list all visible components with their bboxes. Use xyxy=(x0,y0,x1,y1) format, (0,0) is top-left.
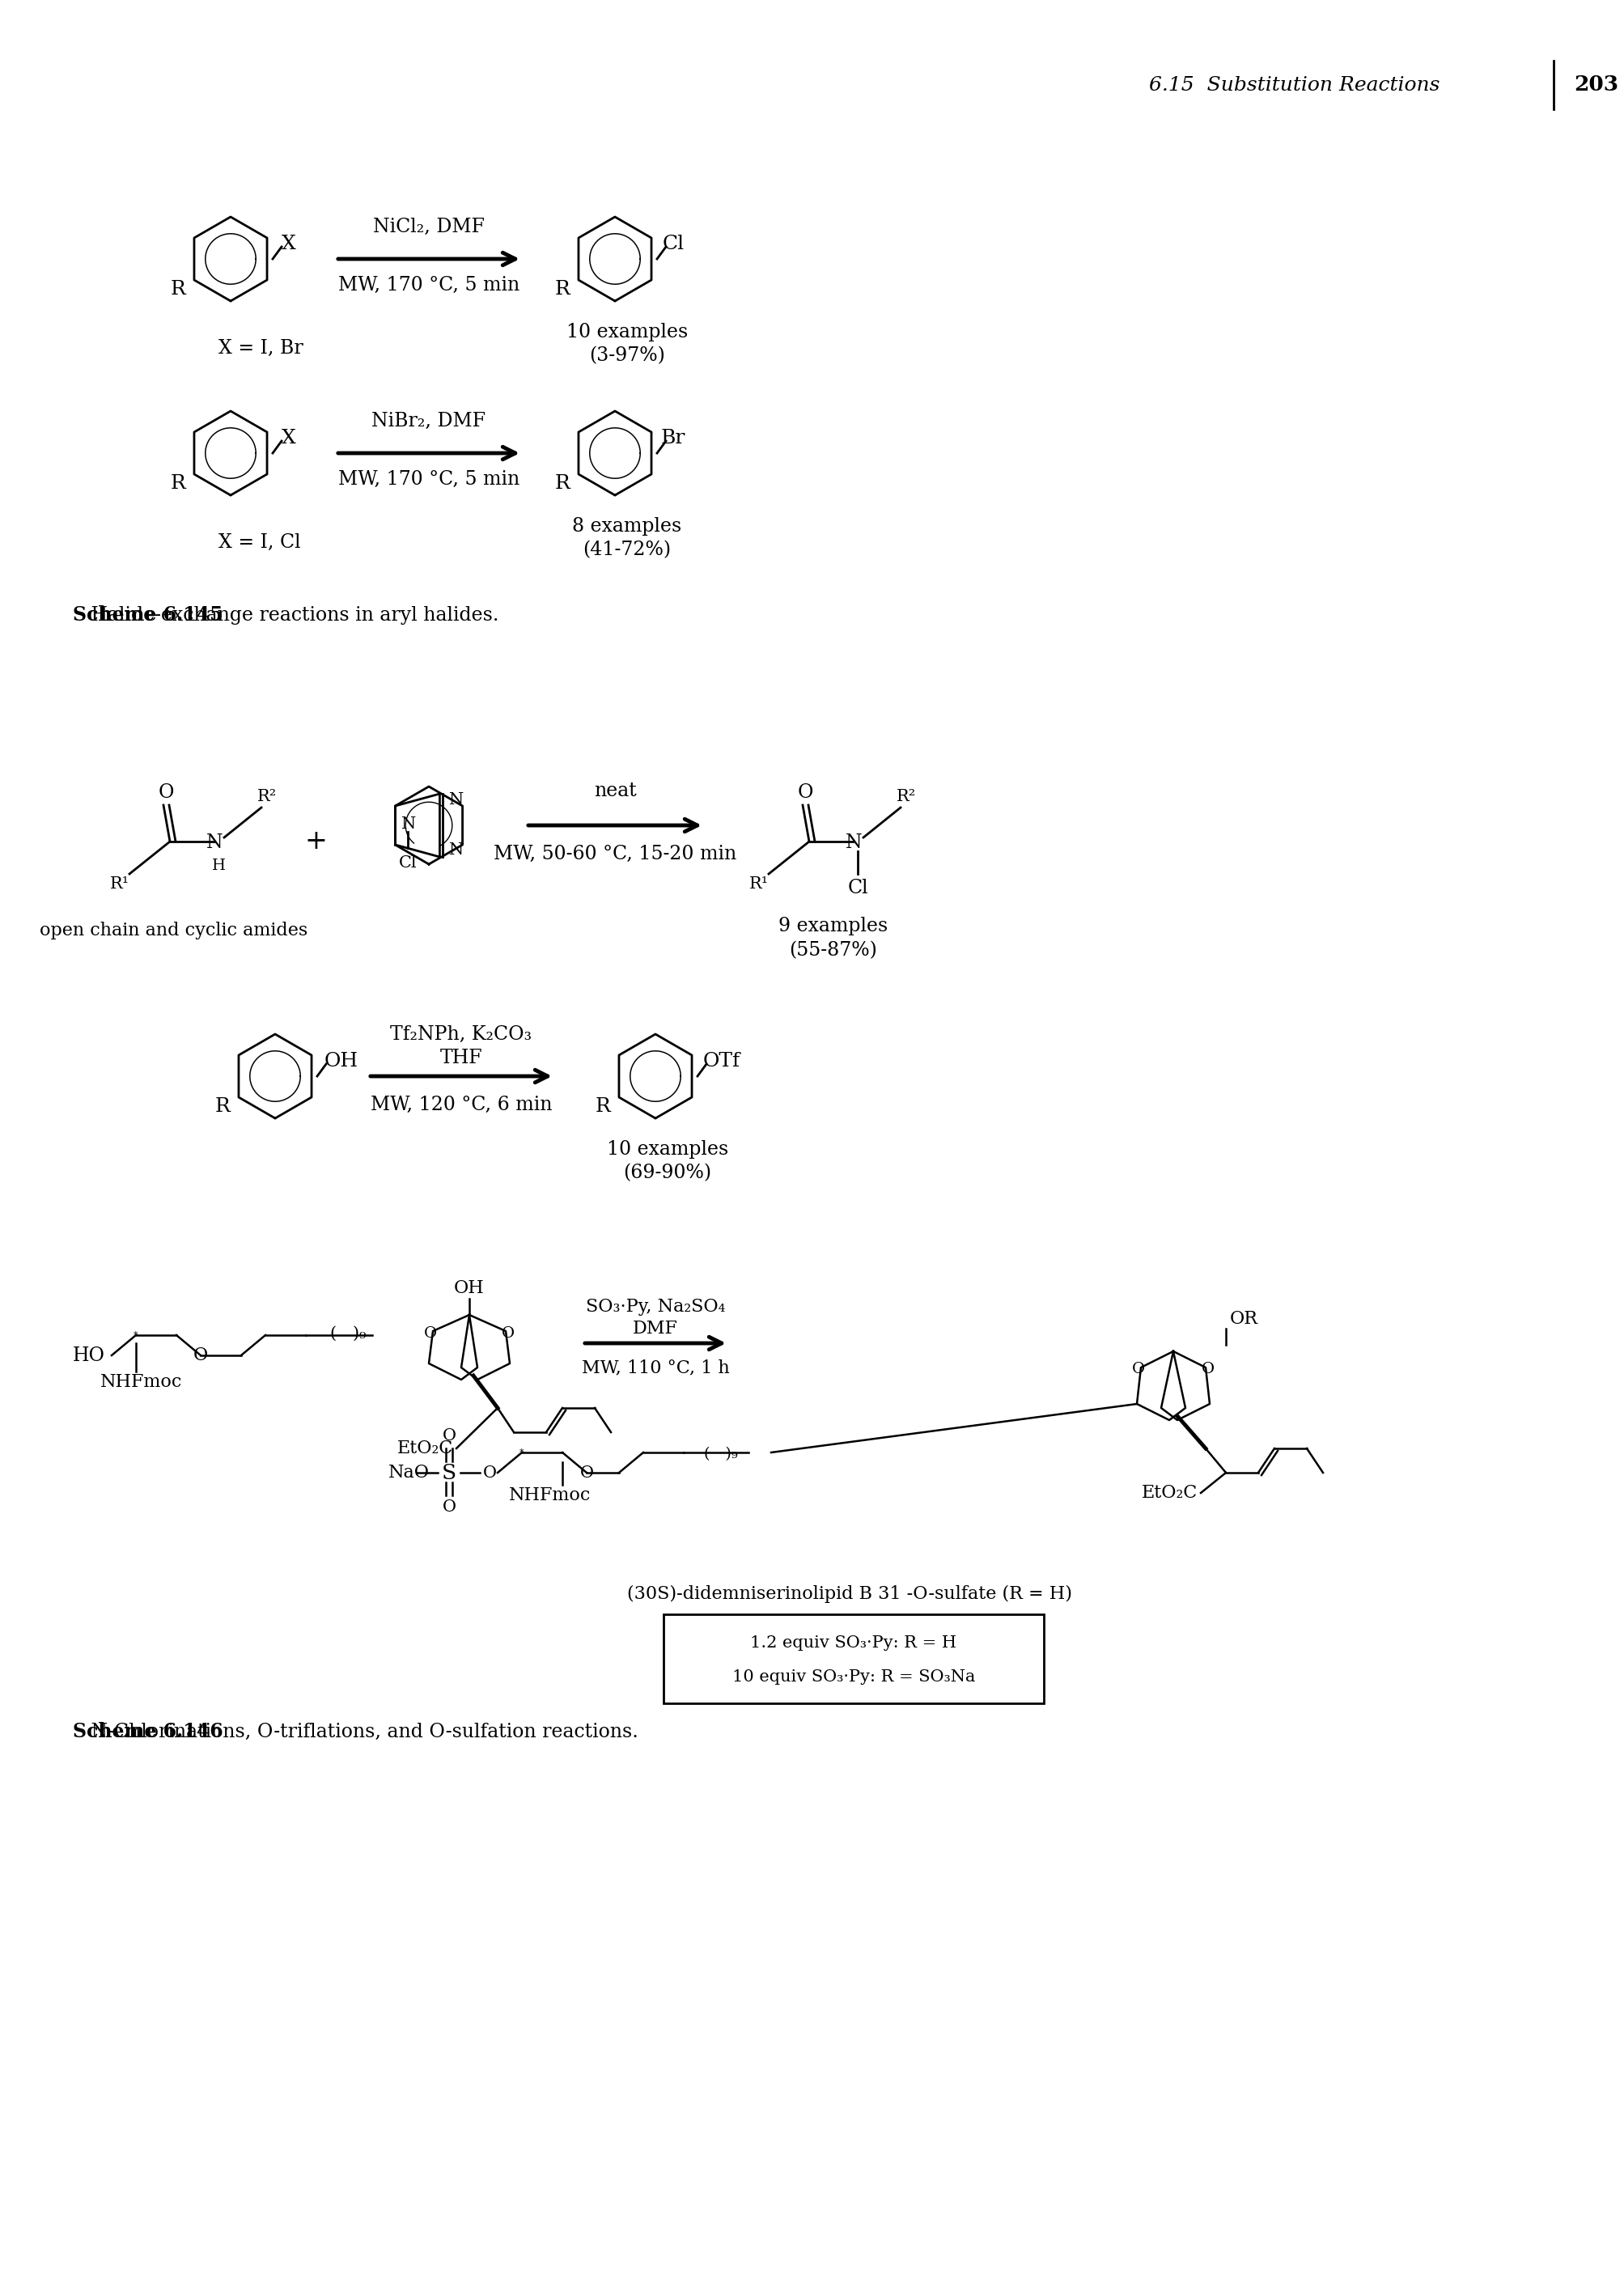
Text: R¹: R¹ xyxy=(749,876,768,892)
Text: O: O xyxy=(580,1466,593,1480)
Text: *: * xyxy=(133,1331,138,1340)
Text: R: R xyxy=(171,280,185,298)
Text: X: X xyxy=(281,429,296,447)
Text: SO₃·Py, Na₂SO₄: SO₃·Py, Na₂SO₄ xyxy=(585,1298,724,1317)
Text: N-Chlorinations, O-triflations, and O-sulfation reactions.: N-Chlorinations, O-triflations, and O-su… xyxy=(73,1723,638,1741)
Text: O: O xyxy=(1202,1363,1215,1376)
Text: (30S)-didemniserinolipid B 31 -O-sulfate (R = H): (30S)-didemniserinolipid B 31 -O-sulfate… xyxy=(627,1585,1072,1604)
Text: H: H xyxy=(211,858,226,874)
Text: Scheme 6.145: Scheme 6.145 xyxy=(73,606,222,624)
Text: R²: R² xyxy=(257,789,276,805)
Text: O: O xyxy=(193,1347,208,1365)
Text: OTf: OTf xyxy=(703,1053,741,1071)
Text: 8 examples: 8 examples xyxy=(572,516,682,535)
Text: R: R xyxy=(594,1097,611,1117)
Text: (   )₉: ( )₉ xyxy=(330,1326,365,1342)
Text: MW, 50-60 °C, 15-20 min: MW, 50-60 °C, 15-20 min xyxy=(494,844,736,863)
Text: MW, 170 °C, 5 min: MW, 170 °C, 5 min xyxy=(338,470,520,489)
Text: N: N xyxy=(450,842,464,858)
Text: MW, 120 °C, 6 min: MW, 120 °C, 6 min xyxy=(370,1094,552,1115)
Text: NHFmoc: NHFmoc xyxy=(101,1374,182,1390)
Text: X: X xyxy=(281,234,296,255)
Text: (55-87%): (55-87%) xyxy=(789,941,877,961)
Text: 9 examples: 9 examples xyxy=(778,918,888,936)
Text: R: R xyxy=(214,1097,231,1117)
Text: Tf₂NPh, K₂CO₃: Tf₂NPh, K₂CO₃ xyxy=(390,1025,531,1044)
Text: NiBr₂, DMF: NiBr₂, DMF xyxy=(372,411,486,429)
Text: 10 examples: 10 examples xyxy=(606,1140,728,1158)
Text: (3-97%): (3-97%) xyxy=(590,346,664,365)
Text: Cl: Cl xyxy=(663,234,684,255)
Text: Cl: Cl xyxy=(400,856,417,869)
Text: O: O xyxy=(797,785,812,803)
Text: O: O xyxy=(482,1466,497,1480)
Text: O: O xyxy=(1132,1363,1145,1376)
Text: R²: R² xyxy=(896,789,916,805)
Text: X = I, Cl: X = I, Cl xyxy=(218,532,300,551)
Text: N: N xyxy=(401,817,416,830)
Text: O: O xyxy=(442,1500,456,1514)
Text: R: R xyxy=(554,475,570,493)
Text: Scheme 6.146: Scheme 6.146 xyxy=(73,1723,222,1741)
Text: (69-90%): (69-90%) xyxy=(624,1163,711,1184)
Text: Br: Br xyxy=(661,429,685,447)
Text: N: N xyxy=(206,833,222,853)
Text: NHFmoc: NHFmoc xyxy=(508,1487,591,1505)
Text: HO: HO xyxy=(73,1347,106,1365)
Text: NaO: NaO xyxy=(388,1464,429,1482)
Text: NiCl₂, DMF: NiCl₂, DMF xyxy=(374,218,484,236)
Text: DMF: DMF xyxy=(632,1319,677,1337)
Text: neat: neat xyxy=(593,782,637,801)
Text: O: O xyxy=(502,1326,515,1340)
Text: OR: OR xyxy=(1229,1310,1257,1328)
Text: O: O xyxy=(424,1326,437,1340)
Text: EtO₂C: EtO₂C xyxy=(1142,1484,1197,1503)
Bar xyxy=(663,1615,1043,1704)
Text: 6.15  Substitution Reactions: 6.15 Substitution Reactions xyxy=(1148,76,1439,94)
Text: MW, 110 °C, 1 h: MW, 110 °C, 1 h xyxy=(581,1358,729,1376)
Text: *: * xyxy=(520,1448,525,1457)
Text: X = I, Br: X = I, Br xyxy=(218,340,304,358)
Text: 203: 203 xyxy=(1574,76,1618,94)
Text: O: O xyxy=(158,785,174,803)
Text: S: S xyxy=(442,1464,456,1482)
Text: (   )₉: ( )₉ xyxy=(703,1448,737,1461)
Text: 1.2 equiv SO₃·Py: R = H: 1.2 equiv SO₃·Py: R = H xyxy=(750,1636,957,1649)
Text: Cl: Cl xyxy=(848,879,867,897)
Text: N: N xyxy=(450,794,464,807)
Text: +: + xyxy=(304,828,326,853)
Text: THF: THF xyxy=(440,1048,482,1067)
Text: R¹: R¹ xyxy=(110,876,130,892)
Text: R: R xyxy=(171,475,185,493)
Text: OH: OH xyxy=(453,1280,484,1296)
Text: 10 equiv SO₃·Py: R = SO₃Na: 10 equiv SO₃·Py: R = SO₃Na xyxy=(732,1670,974,1684)
Text: O: O xyxy=(442,1429,456,1443)
Text: N: N xyxy=(844,833,862,853)
Text: EtO₂C: EtO₂C xyxy=(396,1441,453,1457)
Text: open chain and cyclic amides: open chain and cyclic amides xyxy=(41,922,309,941)
Text: (41-72%): (41-72%) xyxy=(583,541,671,560)
Text: OH: OH xyxy=(325,1053,359,1071)
Text: Halide-exchange reactions in aryl halides.: Halide-exchange reactions in aryl halide… xyxy=(73,606,499,624)
Text: MW, 170 °C, 5 min: MW, 170 °C, 5 min xyxy=(338,275,520,294)
Text: R: R xyxy=(554,280,570,298)
Text: 10 examples: 10 examples xyxy=(567,323,687,342)
